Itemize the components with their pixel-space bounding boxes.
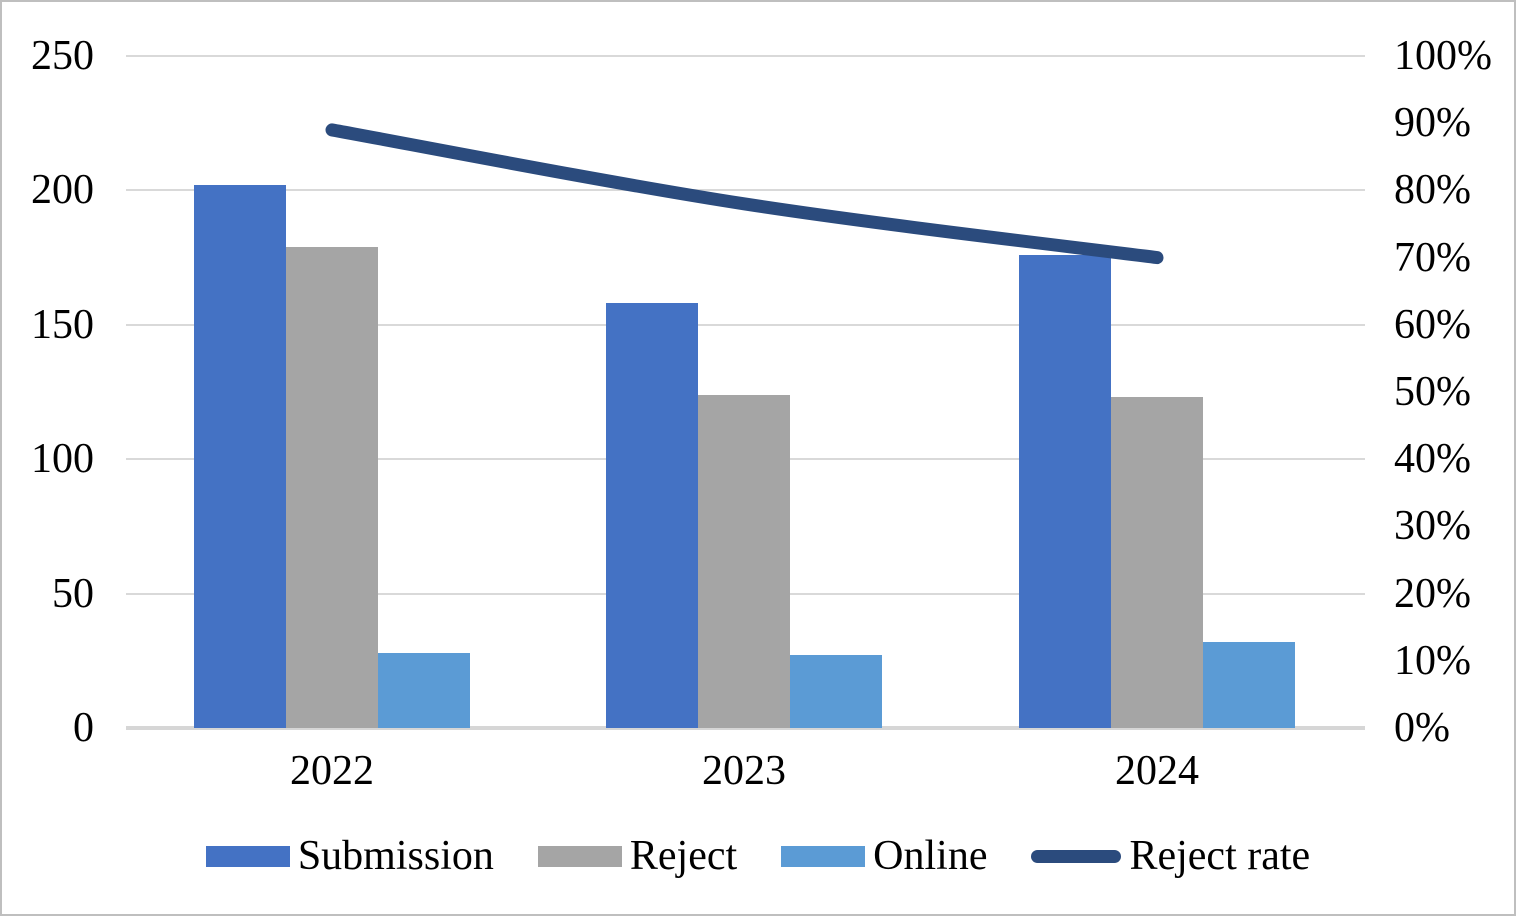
right-axis-tick-label: 70% — [1394, 234, 1471, 281]
x-axis-label-2022: 2022 — [290, 748, 374, 794]
bar-online-2024 — [1203, 641, 1295, 728]
legend-item-submission: Submission — [205, 833, 494, 879]
x-axis-label-2023: 2023 — [702, 748, 786, 794]
right-axis-tick-label: 0% — [1394, 705, 1450, 751]
right-axis-tick-label: 40% — [1394, 436, 1471, 483]
legend-label-submission: Submission — [297, 833, 494, 879]
right-axis-tick-label: 30% — [1394, 503, 1471, 550]
legend-swatch-online-icon — [781, 845, 866, 867]
bar-submission-2024 — [1019, 254, 1111, 728]
legend-label-reject: Reject — [629, 833, 738, 879]
right-axis-tick-label: 50% — [1394, 369, 1471, 415]
right-axis-tick-label: 20% — [1394, 570, 1471, 617]
gridline — [126, 55, 1365, 57]
legend-label-reject-rate: Reject rate — [1129, 833, 1311, 879]
gridline — [126, 189, 1365, 192]
x-axis-baseline — [126, 726, 1365, 730]
bar-submission-2023 — [606, 303, 698, 728]
bar-reject-2022 — [286, 246, 378, 728]
legend: Submission Reject Online Reject rate — [2, 828, 1514, 884]
line-reject-rate — [325, 123, 1164, 265]
left-axis-tick-label: 250 — [31, 33, 94, 79]
legend-swatch-submission-icon — [205, 845, 290, 867]
bar-reject-2024 — [1111, 397, 1203, 728]
gridline — [126, 323, 1365, 326]
bar-submission-2022 — [194, 185, 286, 728]
right-axis-tick-label: 100% — [1394, 33, 1492, 79]
legend-item-reject: Reject — [537, 833, 738, 879]
right-axis-tick-label: 90% — [1394, 100, 1471, 147]
bar-online-2023 — [790, 655, 882, 728]
legend-item-reject-rate: Reject rate — [1031, 835, 1310, 877]
left-axis-tick-label: 100 — [31, 436, 94, 483]
legend-label-online: Online — [873, 833, 988, 879]
right-axis-tick-label: 80% — [1394, 167, 1471, 214]
right-axis-tick-label: 10% — [1394, 637, 1471, 684]
left-axis-tick-label: 150 — [31, 301, 94, 348]
legend-item-online: Online — [781, 835, 987, 877]
legend-swatch-reject-rate-icon — [1031, 849, 1122, 863]
legend-swatch-reject-icon — [537, 845, 622, 867]
left-axis-tick-label: 0 — [73, 705, 94, 751]
left-axis-tick-label: 200 — [31, 167, 94, 214]
bar-online-2022 — [378, 652, 470, 728]
bar-reject-2023 — [698, 394, 790, 728]
x-axis-label-2024: 2024 — [1115, 748, 1199, 794]
left-axis-tick-label: 50 — [52, 570, 94, 617]
right-axis-tick-label: 60% — [1394, 301, 1471, 348]
